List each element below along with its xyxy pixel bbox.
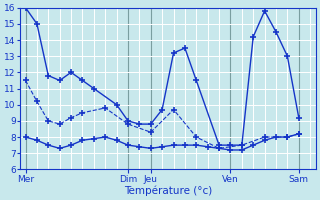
X-axis label: Température (°c): Température (°c): [124, 185, 212, 196]
